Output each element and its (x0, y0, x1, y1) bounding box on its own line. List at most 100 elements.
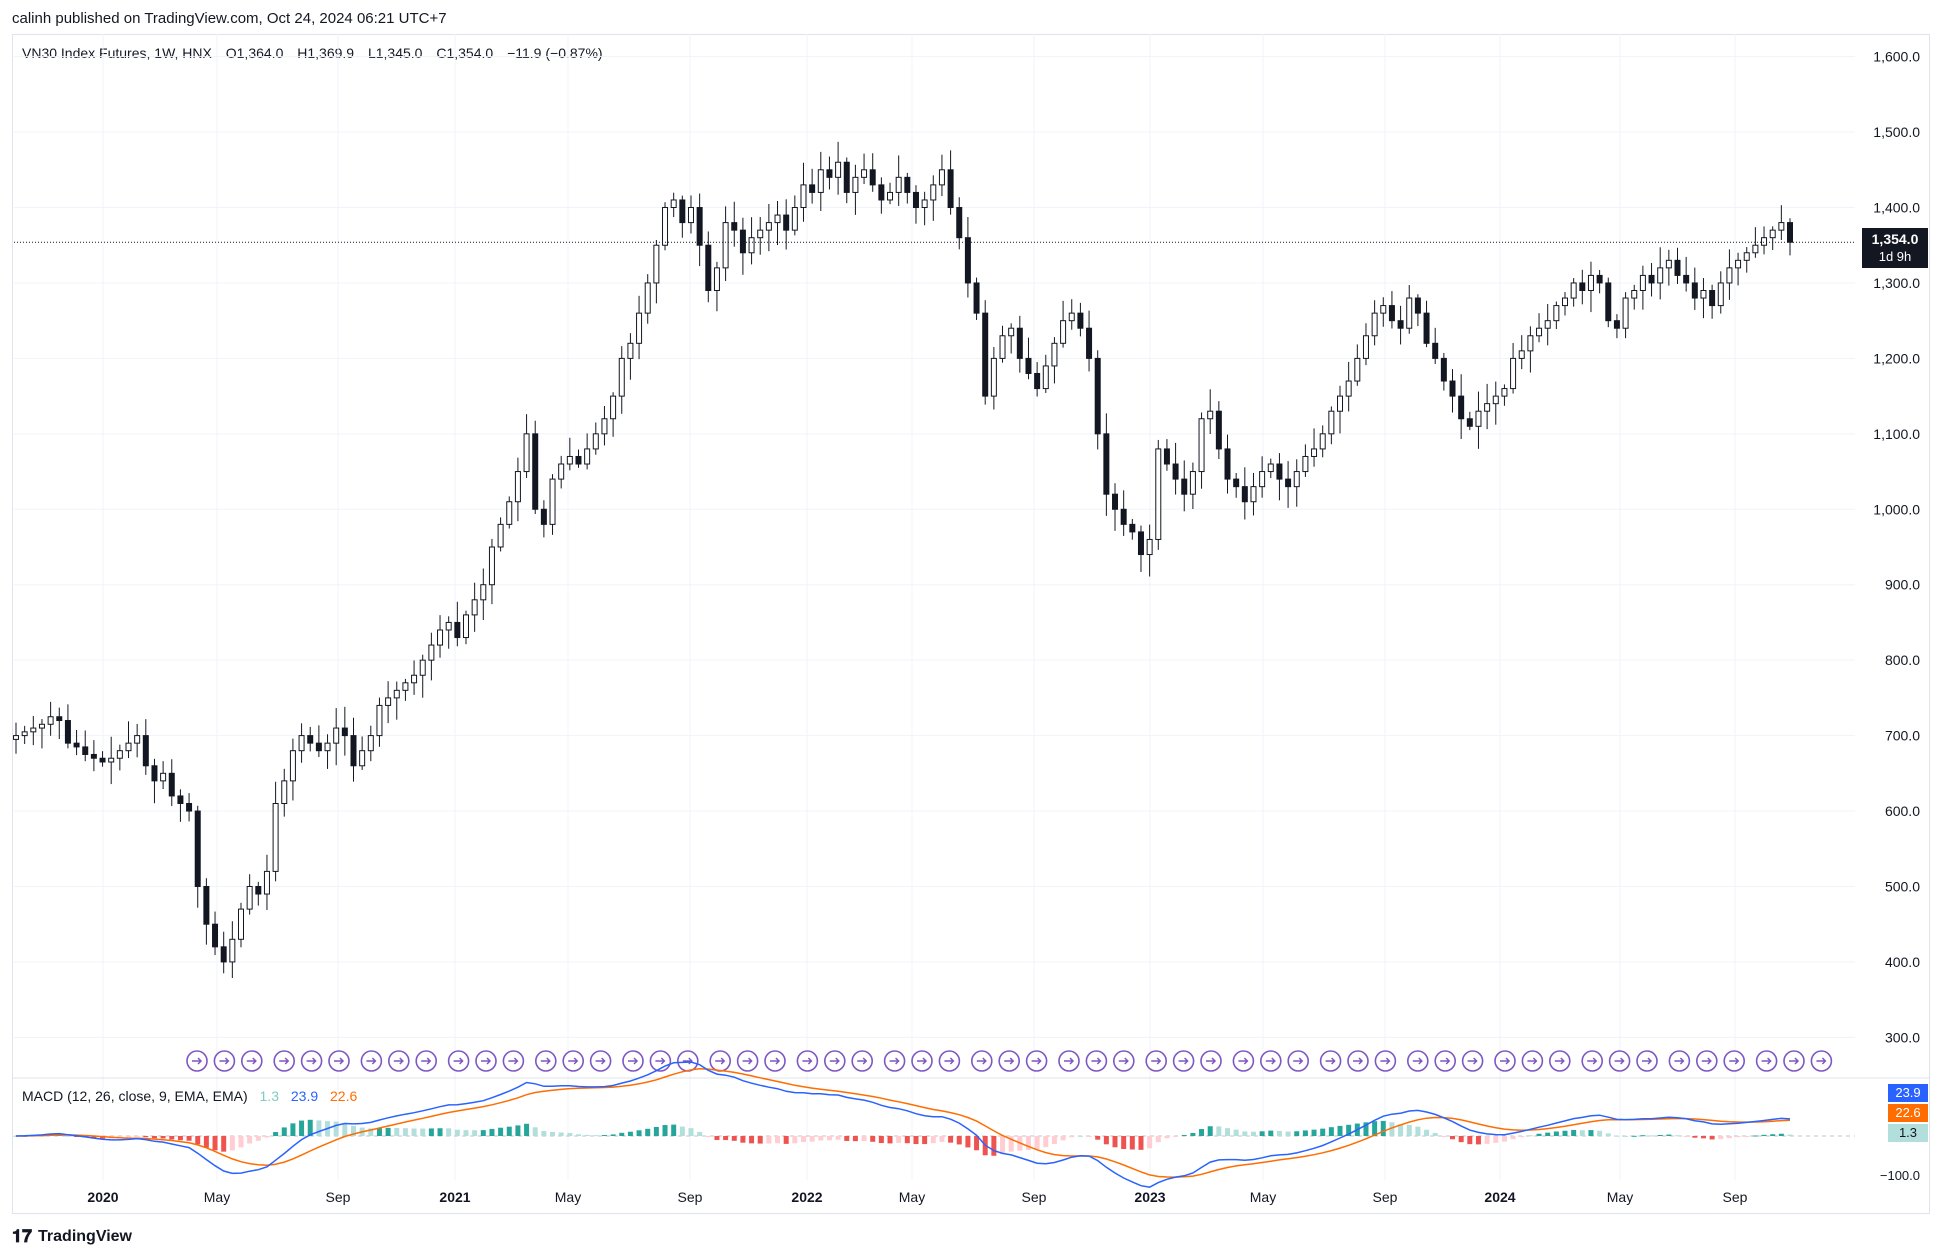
candle-down (1137, 531, 1144, 556)
macd-histogram-bar (697, 1131, 703, 1136)
y-tick-label: 1,500.0 (1873, 124, 1920, 140)
candle-up (1492, 395, 1499, 405)
macd-indicator-label[interactable]: MACD (12, 26, close, 9, EMA, EMA) (22, 1088, 248, 1104)
macd-histogram-bar (1675, 1135, 1681, 1137)
macd-histogram-bar (1700, 1136, 1706, 1139)
candle-down (1432, 342, 1439, 359)
candle-up (1622, 297, 1629, 329)
candle-up (748, 237, 755, 254)
candle-up (644, 282, 651, 314)
macd-histogram-bar (1069, 1136, 1075, 1138)
macd-histogram-bar (1233, 1129, 1239, 1136)
event-arrow-icon (1701, 1057, 1712, 1065)
candle-up (1570, 282, 1577, 299)
event-arrow-icon (1729, 1057, 1740, 1065)
macd-histogram-bar (1380, 1120, 1386, 1136)
macd-histogram-bar (1181, 1135, 1187, 1137)
y-tick-label: 800.0 (1885, 652, 1920, 668)
candle-up (1250, 486, 1257, 503)
macd-histogram-bar (766, 1136, 772, 1144)
candle-up (125, 742, 132, 752)
tradingview-logo-icon: 𝟏𝟕 (12, 1226, 33, 1246)
macd-histogram-bar (74, 1136, 80, 1137)
y-tick-label: 1,200.0 (1873, 350, 1920, 366)
macd-histogram-bar (749, 1136, 755, 1144)
candle-up (324, 742, 331, 752)
macd-histogram-bar (1467, 1136, 1473, 1145)
candle-up (1345, 380, 1352, 397)
event-arrow-icon (421, 1057, 432, 1065)
macd-histogram-bar (1458, 1136, 1464, 1143)
candle-up (601, 418, 608, 435)
candle-up (1371, 312, 1378, 337)
macd-histogram-bar (1406, 1124, 1412, 1136)
candle-down (904, 176, 911, 193)
macd-histogram-bar (1536, 1133, 1542, 1136)
macd-histogram-bar (1398, 1124, 1404, 1136)
macd-histogram-bar (1008, 1136, 1014, 1152)
candle-down (1648, 274, 1655, 284)
candle-up (1319, 433, 1326, 450)
candle-up (765, 222, 772, 231)
event-arrow-icon (1527, 1057, 1538, 1065)
candle-down (540, 508, 547, 525)
macd-histogram-bar (1346, 1124, 1352, 1136)
tradingview-footer[interactable]: 𝟏𝟕 TradingView (12, 1226, 132, 1247)
candle-up (1328, 410, 1335, 435)
macd-histogram-bar (896, 1136, 902, 1143)
macd-histogram-bar (125, 1136, 131, 1138)
candle-up (437, 629, 444, 646)
macd-histogram-bar (1311, 1129, 1317, 1136)
candle-up (1769, 229, 1776, 239)
event-arrow-icon (1118, 1057, 1129, 1065)
macd-histogram-bar (428, 1128, 434, 1136)
y-tick-label: 600.0 (1885, 803, 1920, 819)
event-arrow-icon (1816, 1057, 1827, 1065)
macd-histogram-bar (1095, 1136, 1101, 1140)
candle-down (1172, 463, 1179, 480)
publish-info: calinh published on TradingView.com, Oct… (12, 10, 447, 27)
candle-down (1397, 320, 1404, 329)
macd-histogram-bar (1770, 1134, 1776, 1136)
event-arrow-icon (453, 1057, 464, 1065)
candle-up (1207, 410, 1214, 420)
candle-up (1717, 282, 1724, 307)
candle-up (653, 244, 660, 284)
macd-histogram-bar (420, 1128, 426, 1136)
macd-histogram-bar (1147, 1136, 1153, 1149)
event-arrow-icon (1440, 1057, 1451, 1065)
candle-down (1241, 486, 1248, 503)
macd-histogram-bar (1294, 1131, 1300, 1136)
macd-histogram-bar (350, 1125, 356, 1136)
macd-histogram-bar (1259, 1131, 1265, 1136)
macd-histogram-bar (1614, 1135, 1620, 1137)
y-tick-label: 300.0 (1885, 1029, 1920, 1045)
macd-histogram-bar (1034, 1136, 1040, 1150)
macd-histogram-bar (238, 1136, 244, 1148)
candle-down (1596, 274, 1603, 284)
macd-histogram-bar (1225, 1128, 1231, 1136)
candle-up (636, 312, 643, 344)
event-arrow-icon (1151, 1057, 1162, 1065)
candle-down (982, 312, 989, 397)
candle-down (186, 803, 193, 812)
macd-histogram-bar (463, 1130, 469, 1136)
x-tick-label: May (899, 1189, 925, 1205)
macd-histogram-bar (212, 1136, 218, 1151)
candle-up (480, 584, 487, 601)
macd-histogram-bar (956, 1136, 962, 1145)
candle-up (21, 731, 28, 737)
macd-histogram-bar (1726, 1136, 1732, 1139)
event-arrow-icon (1206, 1057, 1217, 1065)
macd-histogram-bar (65, 1135, 71, 1137)
macd-histogram-bar (809, 1136, 815, 1142)
event-arrow-icon (1325, 1057, 1336, 1065)
macd-histogram-bar (870, 1136, 876, 1142)
candle-up (1536, 327, 1543, 337)
macd-histogram-bar (1199, 1129, 1205, 1136)
macd-histogram-bar (1562, 1130, 1568, 1136)
macd-signal-line (16, 1068, 1791, 1178)
macd-histogram-bar (1285, 1131, 1291, 1136)
candle-up (1337, 395, 1344, 412)
